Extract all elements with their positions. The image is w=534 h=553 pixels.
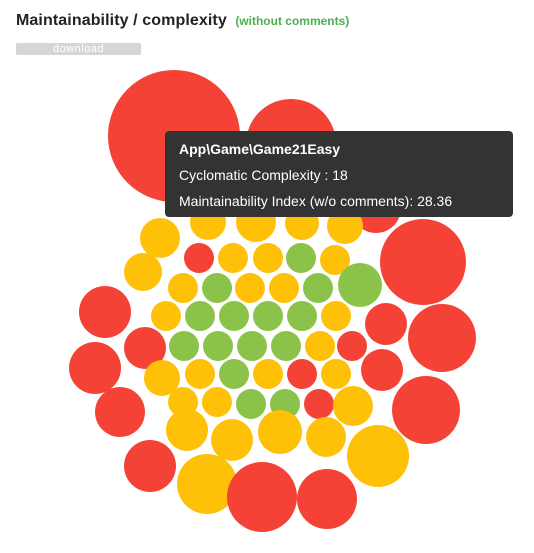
- tooltip-mi-value: 28.36: [417, 193, 453, 209]
- class-bubble-low[interactable]: [203, 331, 233, 361]
- class-bubble-medium[interactable]: [258, 410, 302, 454]
- tooltip-maintainability: Maintainability Index (w/o comments): 28…: [179, 193, 453, 209]
- class-bubble-low[interactable]: [237, 331, 267, 361]
- class-bubble-medium[interactable]: [321, 359, 351, 389]
- class-bubble-medium[interactable]: [218, 243, 248, 273]
- chart-subtitle: (without comments): [235, 14, 350, 28]
- class-bubble-high[interactable]: [408, 304, 476, 372]
- class-bubble-medium[interactable]: [168, 273, 198, 303]
- tooltip-complexity-value: 18: [332, 167, 348, 183]
- class-bubble-high[interactable]: [227, 462, 297, 532]
- download-button[interactable]: download: [16, 43, 141, 55]
- class-bubble-high[interactable]: [361, 349, 403, 391]
- class-bubble-high[interactable]: [392, 376, 460, 444]
- class-bubble-high[interactable]: [380, 219, 466, 305]
- class-bubble-high[interactable]: [79, 286, 131, 338]
- class-bubble-high[interactable]: [337, 331, 367, 361]
- class-bubble-medium[interactable]: [166, 409, 208, 451]
- class-bubble-high[interactable]: [297, 469, 357, 529]
- class-bubble-medium[interactable]: [305, 331, 335, 361]
- class-bubble-medium[interactable]: [185, 359, 215, 389]
- class-bubble-medium[interactable]: [327, 208, 363, 244]
- class-bubble-high[interactable]: [124, 440, 176, 492]
- class-bubble-low[interactable]: [219, 301, 249, 331]
- class-bubble-medium[interactable]: [253, 359, 283, 389]
- tooltip-mi-label: Maintainability Index (w/o comments): [179, 193, 410, 209]
- class-bubble-medium[interactable]: [320, 245, 350, 275]
- class-bubble-low[interactable]: [338, 263, 382, 307]
- class-bubble-low[interactable]: [286, 243, 316, 273]
- class-bubble-low[interactable]: [169, 331, 199, 361]
- class-bubble-high[interactable]: [184, 243, 214, 273]
- class-bubble-high[interactable]: [124, 327, 166, 369]
- class-bubble-low[interactable]: [185, 301, 215, 331]
- class-bubble-medium[interactable]: [306, 417, 346, 457]
- class-bubble-medium[interactable]: [144, 360, 180, 396]
- class-bubble-low[interactable]: [303, 273, 333, 303]
- tooltip-complexity-label: Cyclomatic Complexity: [179, 167, 321, 183]
- class-bubble-medium[interactable]: [235, 273, 265, 303]
- class-bubble-medium[interactable]: [177, 454, 237, 514]
- class-bubble-medium[interactable]: [333, 386, 373, 426]
- tooltip-class-name: App\Game\Game21Easy: [179, 141, 341, 157]
- class-bubble-low[interactable]: [287, 301, 317, 331]
- tooltip-complexity: Cyclomatic Complexity : 18: [179, 167, 348, 183]
- class-bubble-medium[interactable]: [202, 387, 232, 417]
- class-bubble-high[interactable]: [287, 359, 317, 389]
- class-bubble-medium[interactable]: [269, 273, 299, 303]
- class-bubble-medium[interactable]: [124, 253, 162, 291]
- class-bubble-medium[interactable]: [253, 243, 283, 273]
- class-bubble-low[interactable]: [202, 273, 232, 303]
- class-bubble-high[interactable]: [365, 303, 407, 345]
- class-bubble-low[interactable]: [253, 301, 283, 331]
- class-bubble-low[interactable]: [236, 389, 266, 419]
- class-bubble-high[interactable]: [69, 342, 121, 394]
- class-bubble-high[interactable]: [95, 387, 145, 437]
- class-bubble-low[interactable]: [219, 359, 249, 389]
- class-bubble-medium[interactable]: [321, 301, 351, 331]
- chart-title: Maintainability / complexity: [16, 12, 227, 29]
- class-bubble-high[interactable]: [304, 389, 334, 419]
- class-bubble-medium[interactable]: [151, 301, 181, 331]
- class-bubble-medium[interactable]: [211, 419, 253, 461]
- class-bubble-low[interactable]: [271, 331, 301, 361]
- chart-header: Maintainability / complexity (without co…: [16, 12, 349, 30]
- class-tooltip: App\Game\Game21Easy Cyclomatic Complexit…: [165, 131, 513, 217]
- class-bubble-medium[interactable]: [347, 425, 409, 487]
- class-bubble-medium[interactable]: [140, 218, 180, 258]
